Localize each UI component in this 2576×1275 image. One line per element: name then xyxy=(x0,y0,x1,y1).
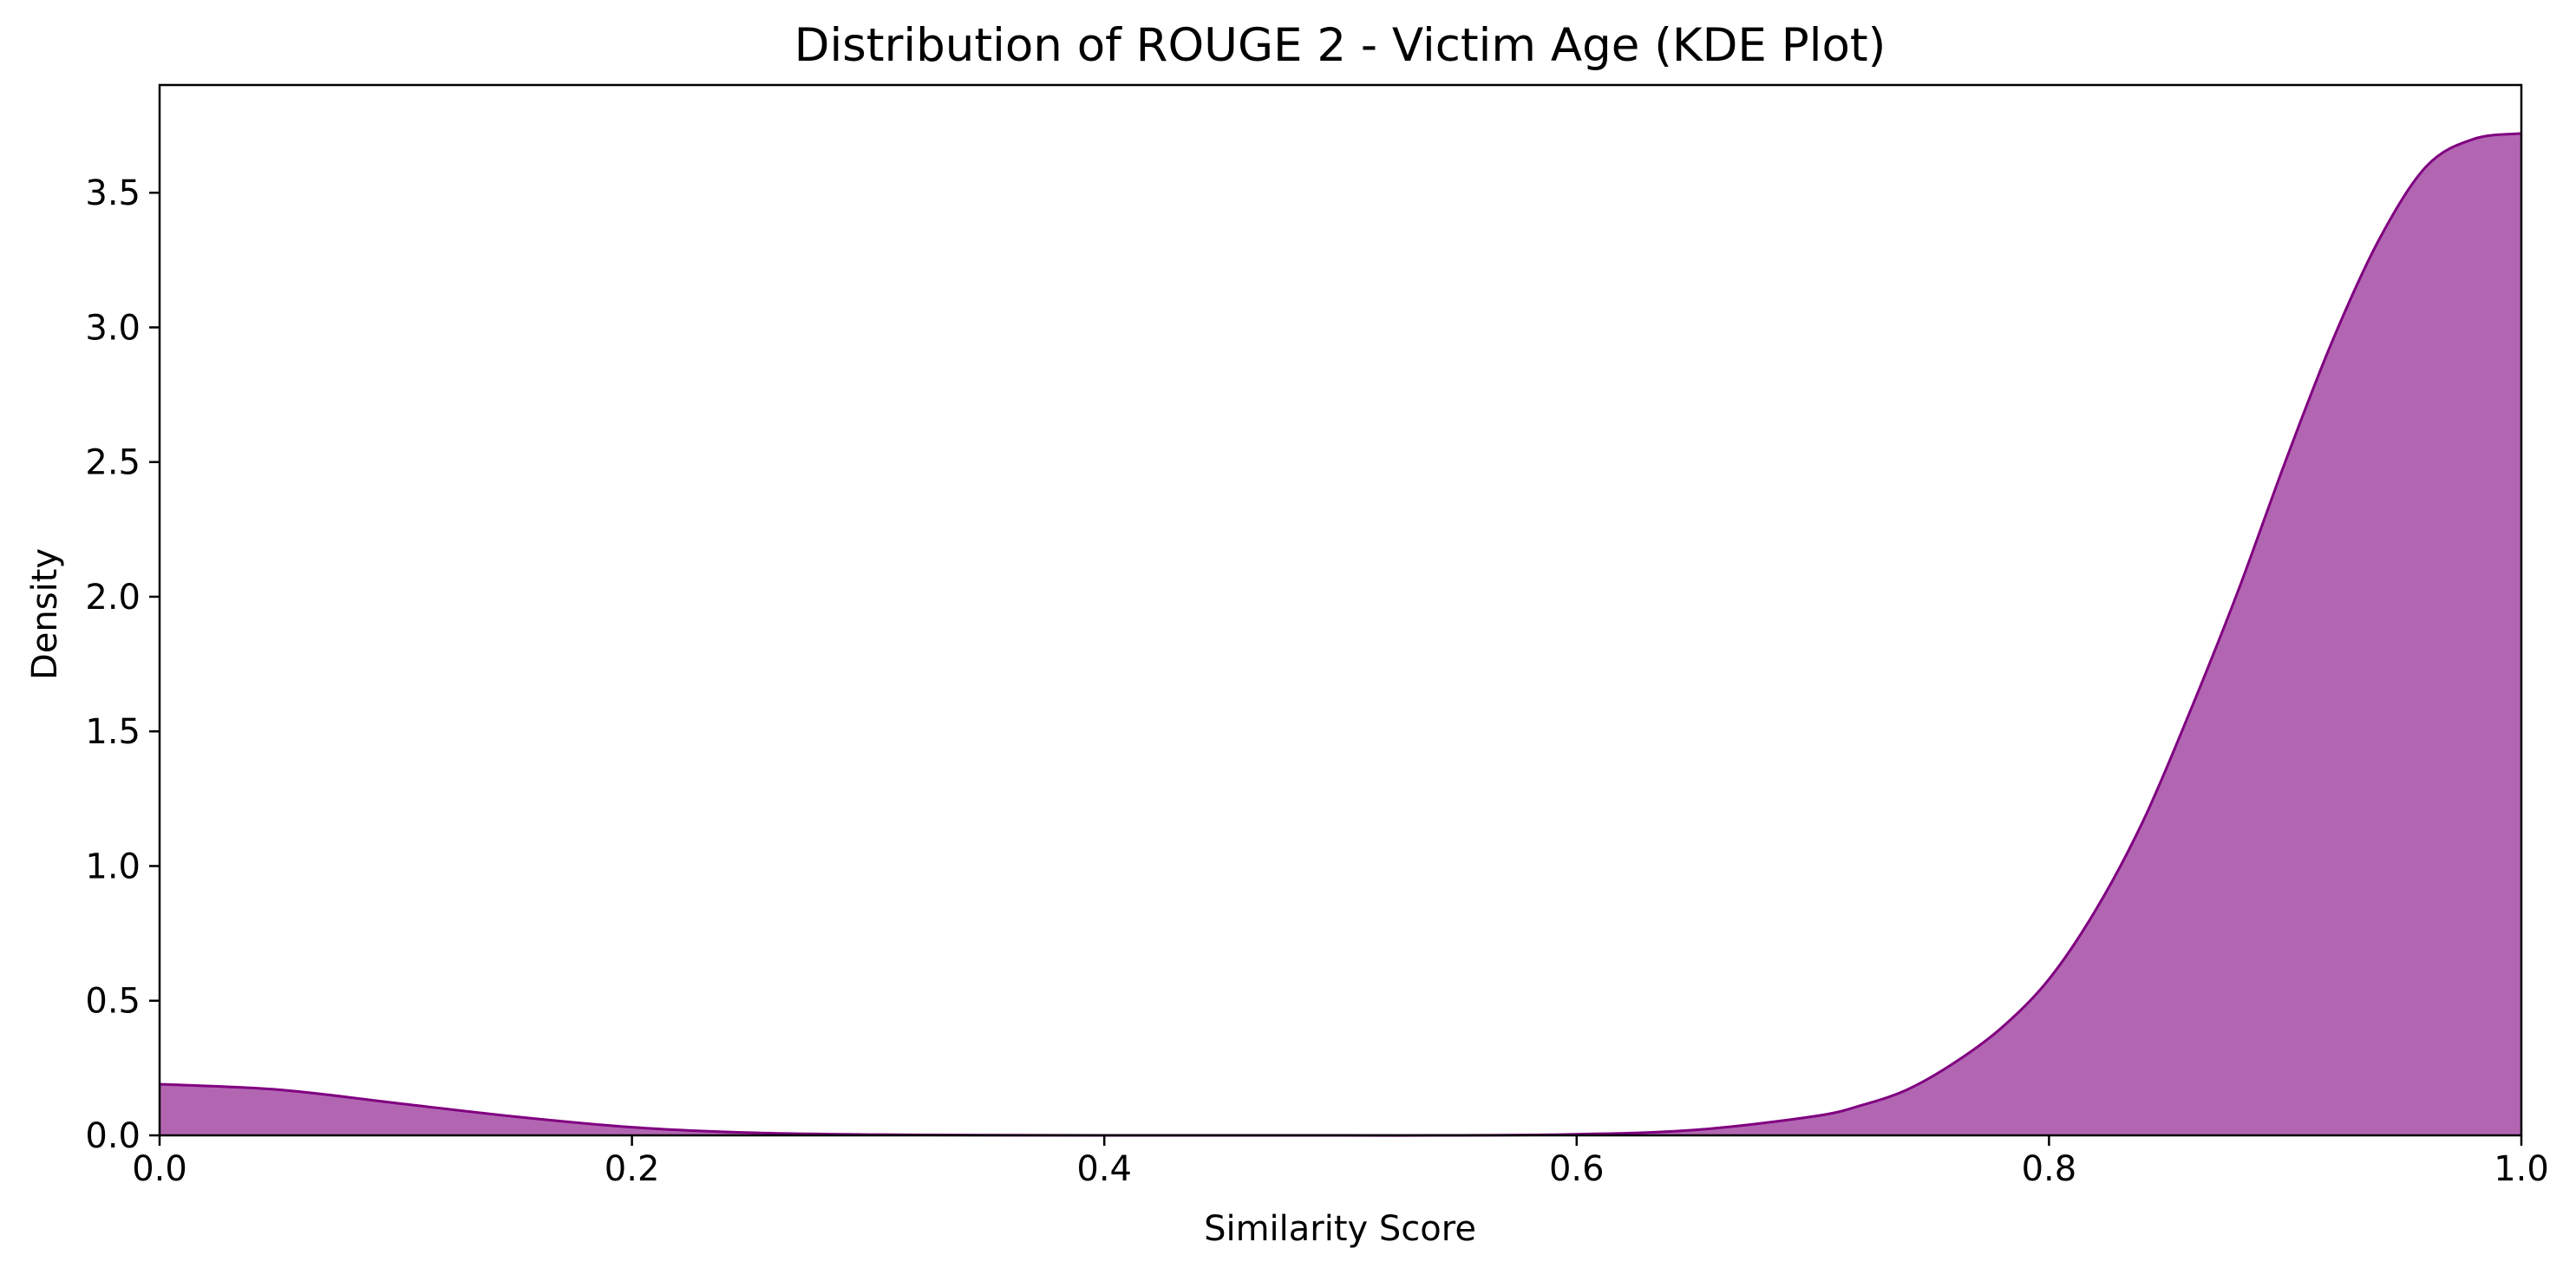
plot-area xyxy=(159,132,2522,1137)
x-tick-label: 0.0 xyxy=(132,1149,187,1189)
y-tick-label: 0.5 xyxy=(85,982,141,1022)
x-tick-label: 0.8 xyxy=(2022,1149,2077,1189)
y-tick-label: 2.5 xyxy=(85,443,141,483)
kde-area-fill xyxy=(160,133,2521,1136)
y-axis-label: Density xyxy=(25,548,65,680)
y-tick-label: 3.0 xyxy=(85,308,141,348)
x-axis-label: Similarity Score xyxy=(1204,1209,1476,1249)
axes-frame xyxy=(158,83,2523,1137)
x-tick-label: 0.2 xyxy=(605,1149,660,1189)
x-tick-label: 0.4 xyxy=(1076,1149,1132,1189)
y-axis-ticks: 0.0 0.5 1.0 1.5 2.0 2.5 3.0 3.5 xyxy=(85,173,160,1156)
y-tick-label: 0.0 xyxy=(85,1116,141,1156)
chart-title: Distribution of ROUGE 2 - Victim Age (KD… xyxy=(794,19,1886,72)
y-tick-label: 3.5 xyxy=(85,173,141,213)
axes xyxy=(158,83,2523,1137)
y-tick-label: 1.0 xyxy=(85,847,141,886)
kde-density-line xyxy=(159,132,2522,1137)
x-tick-label: 1.0 xyxy=(2494,1149,2549,1189)
x-tick-label: 0.6 xyxy=(1549,1149,1605,1189)
x-axis-ticks: 0.0 0.2 0.4 0.6 0.8 1.0 xyxy=(132,1135,2549,1189)
y-tick-label: 1.5 xyxy=(85,712,141,752)
y-tick-label: 2.0 xyxy=(85,578,141,618)
